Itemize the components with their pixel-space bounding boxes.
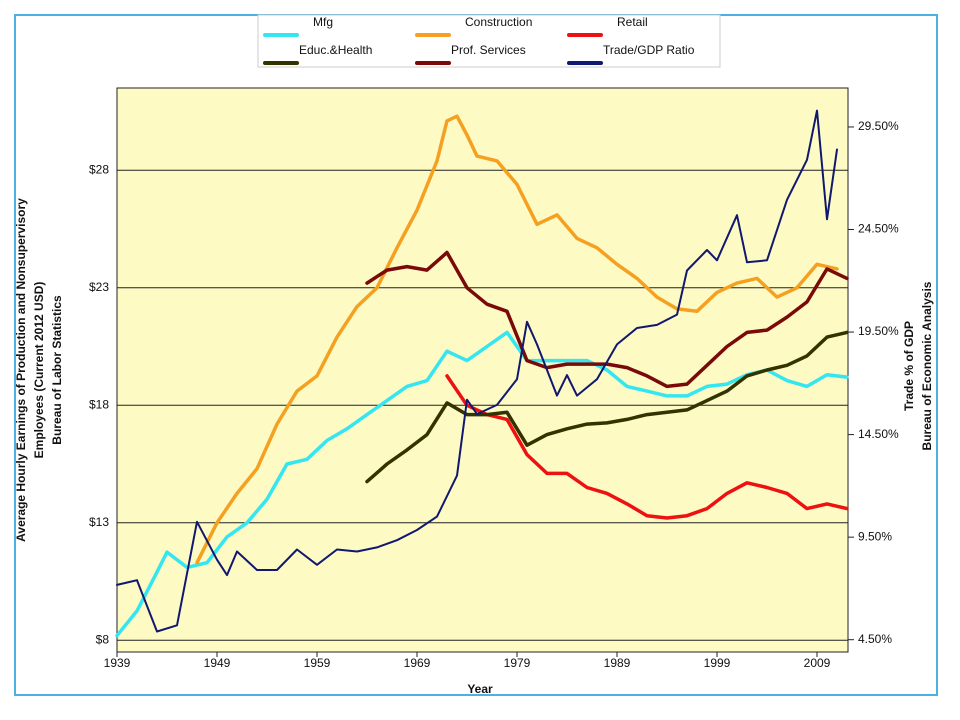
x-tick-label: 1939 — [104, 656, 131, 670]
line-series — [195, 114, 839, 565]
y2-axis-label: Trade % of GDP — [902, 321, 916, 411]
legend-label: Mfg — [313, 15, 333, 29]
y2-tick-label: 29.50% — [858, 119, 899, 133]
y-axis-label: Average Hourly Earnings of Production an… — [14, 198, 28, 542]
legend-label: Prof. Services — [451, 43, 526, 57]
y-axis-label: Bureau of Labor Statistics — [50, 295, 64, 445]
x-tick-label: 1989 — [604, 656, 631, 670]
y-tick-label: $23 — [89, 280, 109, 294]
y2-tick-label: 19.50% — [858, 324, 899, 338]
y-tick-label: $28 — [89, 162, 109, 176]
x-tick-label: 1979 — [504, 656, 531, 670]
legend-label: Retail — [617, 15, 648, 29]
y2-tick-label: 14.50% — [858, 427, 899, 441]
x-axis-label: Year — [467, 682, 493, 696]
y-axis-label: Employees (Current 2012 USD) — [32, 282, 46, 459]
line-series — [115, 330, 849, 638]
x-tick-label: 1969 — [404, 656, 431, 670]
x-tick-label: 1949 — [204, 656, 231, 670]
x-tick-label: 2009 — [804, 656, 831, 670]
y-tick-label: $8 — [96, 632, 110, 646]
line-series — [116, 109, 838, 633]
y2-tick-label: 9.50% — [858, 529, 892, 543]
plot-area — [116, 87, 849, 653]
y2-tick-label: 24.50% — [858, 222, 899, 236]
y2-tick-label: 4.50% — [858, 632, 892, 646]
y2-axis-label: Bureau of Economic Analysis — [920, 281, 934, 450]
y-tick-label: $18 — [89, 397, 109, 411]
legend-label: Educ.&Health — [299, 43, 372, 57]
legend-label: Construction — [465, 15, 532, 29]
line-series — [445, 374, 849, 520]
legend-label: Trade/GDP Ratio — [603, 43, 695, 57]
line-series — [365, 250, 849, 389]
x-tick-label: 1959 — [304, 656, 331, 670]
y-tick-label: $13 — [89, 515, 109, 529]
x-tick-label: 1999 — [704, 656, 731, 670]
legend — [257, 14, 721, 68]
line-series — [365, 330, 849, 484]
